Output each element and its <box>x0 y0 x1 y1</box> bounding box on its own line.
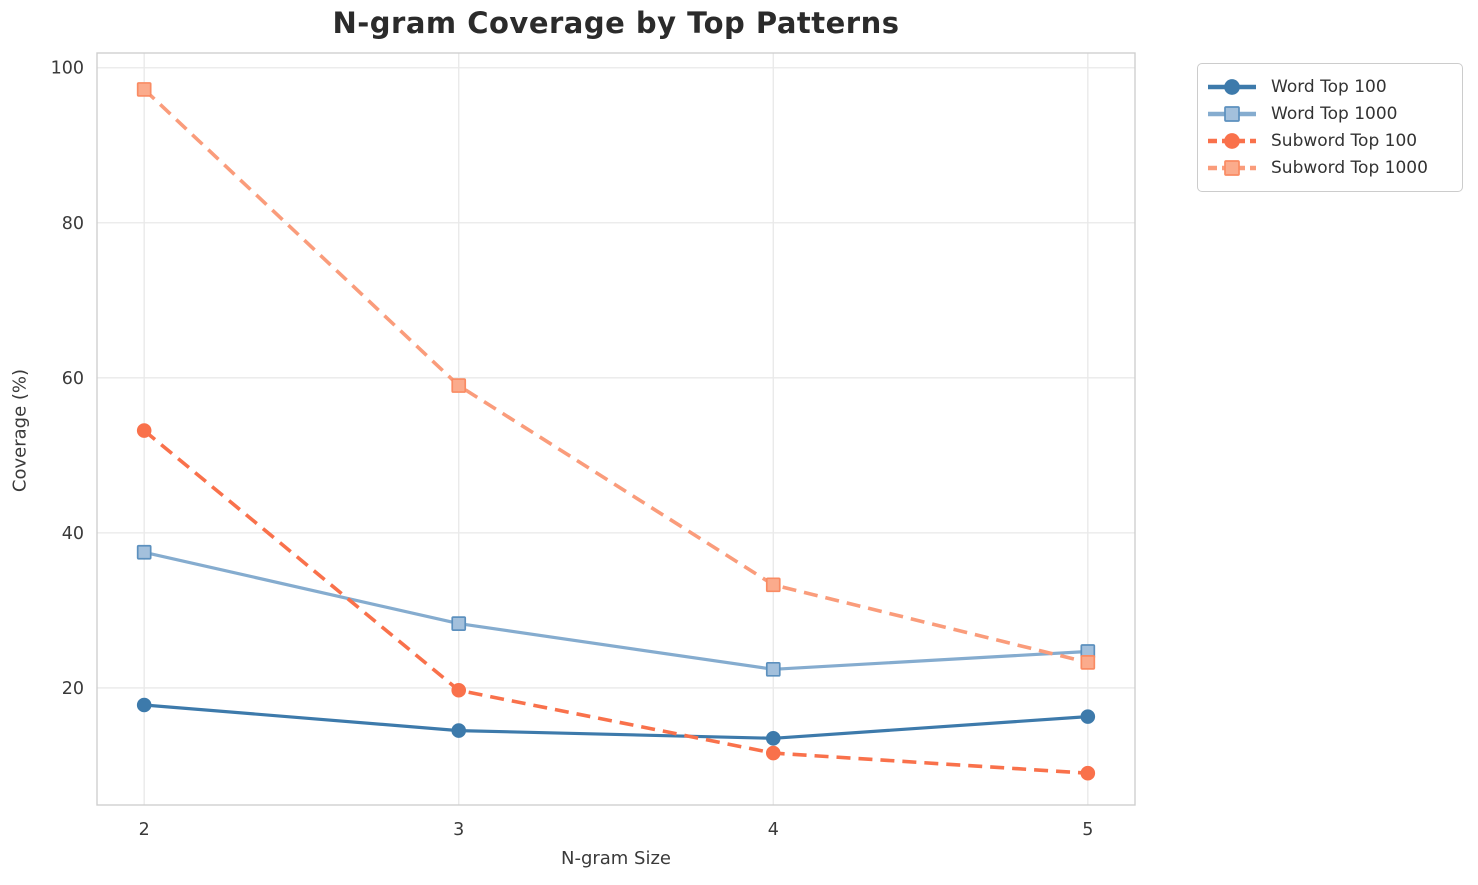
y-tick-label: 80 <box>62 214 84 234</box>
legend-label: Word Top 100 <box>1271 76 1387 97</box>
x-axis-label: N-gram Size <box>560 848 672 869</box>
legend-entry: Word Top 1000 <box>1207 101 1450 127</box>
data-point-marker <box>451 682 467 698</box>
legend-marker <box>1224 106 1240 122</box>
data-point-marker <box>1080 765 1096 781</box>
series-line <box>142 88 1089 665</box>
legend-marker <box>1224 160 1240 177</box>
legend-label: Subword Top 1000 <box>1271 158 1428 179</box>
y-tick-label: 60 <box>62 369 84 389</box>
series-line <box>143 550 1088 671</box>
data-point-marker <box>451 378 467 393</box>
data-point-marker <box>136 697 152 713</box>
data-point-marker <box>765 731 781 746</box>
plot-background <box>97 53 1135 805</box>
data-point-marker <box>451 723 467 738</box>
data-point-marker <box>1080 709 1096 724</box>
data-point-marker <box>136 544 152 560</box>
legend-label: Word Top 1000 <box>1271 103 1398 124</box>
legend-marker <box>1224 133 1240 149</box>
legend: Word Top 100 Word Top 1000 Subword Top 100… <box>1197 63 1463 192</box>
chart-title: N-gram Coverage by Top Patterns <box>332 6 900 40</box>
legend-entry: Subword Top 100 <box>1207 128 1450 154</box>
y-tick-label: 100 <box>51 59 84 79</box>
series-line <box>143 429 1088 775</box>
data-point-marker <box>1080 655 1096 670</box>
legend-entry: Subword Top 1000 <box>1207 155 1450 181</box>
x-tick-label: 3 <box>453 820 464 840</box>
legend-swatch <box>1208 78 1256 95</box>
legend-entry: Word Top 100 <box>1207 74 1450 100</box>
legend-label: Subword Top 100 <box>1271 131 1418 152</box>
legend-marker <box>1224 78 1240 95</box>
legend-swatch <box>1208 133 1256 149</box>
data-point-marker <box>765 745 781 761</box>
legend-swatch <box>1208 106 1256 122</box>
y-tick-label: 20 <box>62 679 84 699</box>
data-point-marker <box>451 616 467 631</box>
legend-swatch <box>1208 160 1256 177</box>
plot-border <box>96 52 1136 806</box>
data-point-marker <box>765 577 781 593</box>
data-point-marker <box>136 423 152 438</box>
y-tick-label: 40 <box>62 524 84 544</box>
data-point-marker <box>136 82 152 97</box>
x-tick-label: 2 <box>139 820 150 840</box>
series-line <box>144 703 1088 740</box>
x-tick-label: 4 <box>768 820 779 840</box>
x-tick-label: 5 <box>1082 820 1093 840</box>
data-point-marker <box>765 661 781 677</box>
